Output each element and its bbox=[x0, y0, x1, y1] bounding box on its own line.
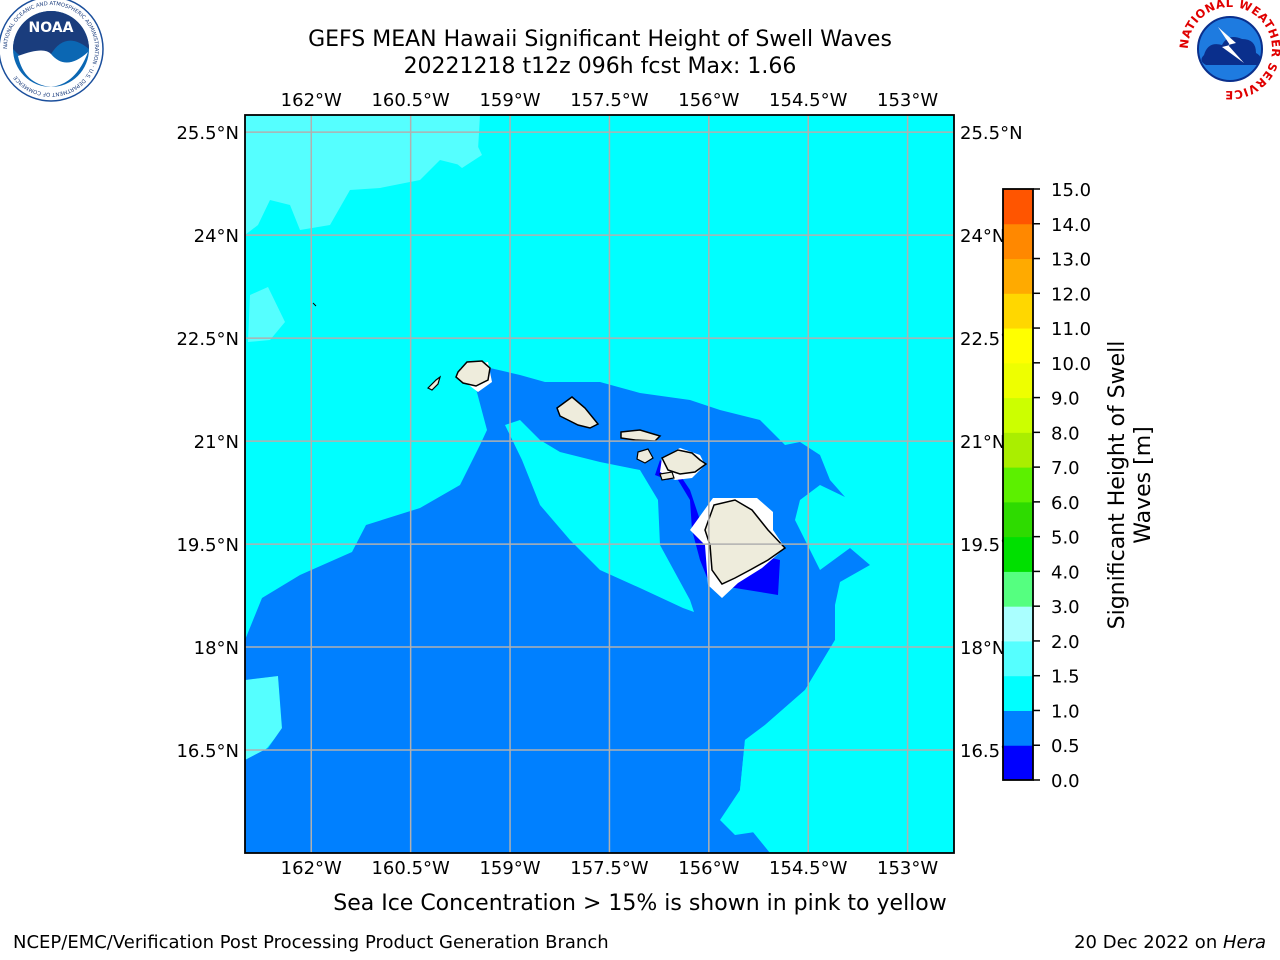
colorbar-tick-label: 5.0 bbox=[1051, 528, 1080, 549]
colorbar-tick-label: 0.0 bbox=[1051, 771, 1080, 792]
colorbar-swatch bbox=[1003, 293, 1033, 329]
swell-band-1-1.5-channel bbox=[505, 420, 694, 612]
map-subtitle: 20221218 t12z 096h fcst Max: 1.66 bbox=[403, 54, 797, 79]
island-lanai bbox=[636, 448, 654, 464]
colorbar-swatch bbox=[1003, 189, 1033, 225]
lon-tick-label-top: 159°W bbox=[479, 90, 540, 111]
lat-tick-label-left: 19.5°N bbox=[176, 535, 239, 556]
colorbar-label-line1: Significant Height of Swell bbox=[1105, 341, 1130, 630]
island-niihau bbox=[426, 375, 442, 391]
colorbar-swatch bbox=[1003, 675, 1033, 711]
colorbar-swatch bbox=[1003, 640, 1033, 677]
colorbar-tick-label: 7.0 bbox=[1051, 458, 1080, 479]
date-line: 20 Dec 2022 on Hera bbox=[1074, 932, 1266, 953]
island-maui bbox=[660, 449, 708, 475]
colorbar-tick-label: 10.0 bbox=[1051, 354, 1091, 375]
colorbar-label-line2: Waves [m] bbox=[1131, 426, 1156, 543]
lat-tick-label-left: 24°N bbox=[194, 226, 239, 247]
colorbar-tick-label: 2.0 bbox=[1051, 632, 1080, 653]
colorbar-tick-label: 11.0 bbox=[1051, 319, 1091, 340]
colorbar-tick-label: 13.0 bbox=[1051, 250, 1091, 271]
colorbar-swatch bbox=[1003, 467, 1033, 503]
nws-logo-icon: NATIONAL WEATHER SERVICE bbox=[1178, 0, 1280, 101]
colorbar-swatch bbox=[1003, 432, 1033, 468]
credit-line: NCEP/EMC/Verification Post Processing Pr… bbox=[13, 932, 609, 953]
colorbar-tick-label: 6.0 bbox=[1051, 493, 1080, 514]
colorbar-tick-label: 12.0 bbox=[1051, 284, 1091, 305]
lon-tick-label-bottom: 159°W bbox=[479, 858, 540, 879]
lon-tick-label-top: 162°W bbox=[281, 90, 342, 111]
host-name: Hera bbox=[1222, 932, 1266, 953]
lat-tick-label-left: 18°N bbox=[194, 638, 239, 659]
sea-ice-note: Sea Ice Concentration > 15% is shown in … bbox=[333, 891, 947, 916]
colorbar-tick-label: 1.0 bbox=[1051, 701, 1080, 722]
swell-band-1.5-2-patch bbox=[245, 676, 282, 760]
lon-tick-label-bottom: 157.5°W bbox=[570, 858, 649, 879]
swell-band-1-1.5-south bbox=[720, 640, 954, 853]
date-text: 20 Dec 2022 on bbox=[1074, 932, 1223, 953]
lon-tick-label-bottom: 162°W bbox=[281, 858, 342, 879]
map-title: GEFS MEAN Hawaii Significant Height of S… bbox=[308, 27, 892, 52]
colorbar-tick-label: 8.0 bbox=[1051, 423, 1080, 444]
lat-tick-label-right: 24°N bbox=[960, 226, 1005, 247]
noaa-logo-text: NOAA bbox=[29, 20, 74, 36]
lat-tick-label-left: 21°N bbox=[194, 432, 239, 453]
lon-tick-label-top: 157.5°W bbox=[570, 90, 649, 111]
lat-tick-label-left: 22.5°N bbox=[176, 329, 239, 350]
colorbar-swatch bbox=[1003, 258, 1033, 294]
lon-tick-label-bottom: 153°W bbox=[877, 858, 938, 879]
lon-tick-label-top: 156°W bbox=[678, 90, 739, 111]
colorbar-tick-label: 14.0 bbox=[1051, 215, 1091, 236]
lon-tick-label-bottom: 154.5°W bbox=[769, 858, 848, 879]
swell-band-0-0.5 bbox=[655, 460, 780, 595]
colorbar-swatch bbox=[1003, 745, 1033, 781]
colorbar-swatch bbox=[1003, 362, 1033, 399]
lat-tick-label-right: 21°N bbox=[960, 432, 1005, 453]
lon-tick-label-top: 153°W bbox=[877, 90, 938, 111]
colorbar-swatch bbox=[1003, 328, 1033, 364]
colorbar-swatch bbox=[1003, 536, 1033, 572]
lat-tick-label-left: 16.5°N bbox=[176, 741, 239, 762]
island-kahoolawe bbox=[659, 471, 675, 481]
colorbar-tick-label: 9.0 bbox=[1051, 389, 1080, 410]
colorbar-tick-label: 3.0 bbox=[1051, 597, 1080, 618]
swell-band-1.5-2-patch bbox=[440, 130, 482, 168]
swell-band-0.5-1 bbox=[245, 368, 870, 853]
colorbar-tick-label: 0.5 bbox=[1051, 736, 1080, 757]
colorbar-swatch bbox=[1003, 397, 1033, 433]
colorbar-swatch bbox=[1003, 606, 1033, 642]
colorbar-swatch bbox=[1003, 501, 1033, 538]
colorbar-swatch bbox=[1003, 223, 1033, 260]
island-kauai bbox=[455, 360, 491, 387]
colorbar-tick-label: 4.0 bbox=[1051, 562, 1080, 583]
lon-tick-label-bottom: 160.5°W bbox=[371, 858, 450, 879]
lat-tick-label-right: 18°N bbox=[960, 638, 1005, 659]
colorbar-tick-label: 1.5 bbox=[1051, 667, 1080, 688]
colorbar-tick-label: 15.0 bbox=[1051, 180, 1091, 201]
colorbar-swatch bbox=[1003, 710, 1033, 746]
lat-tick-label-left: 25.5°N bbox=[176, 123, 239, 144]
islet bbox=[312, 302, 317, 307]
lat-tick-label-right: 25.5°N bbox=[960, 123, 1023, 144]
lon-tick-label-top: 154.5°W bbox=[769, 90, 848, 111]
lon-tick-label-top: 160.5°W bbox=[371, 90, 450, 111]
swell-band-1.5-2-patch bbox=[248, 287, 285, 342]
lon-tick-label-bottom: 156°W bbox=[678, 858, 739, 879]
colorbar-swatch bbox=[1003, 571, 1033, 607]
noaa-logo-icon: NOAA NATIONAL OCEANIC AND ATMOSPHERIC AD… bbox=[0, 0, 104, 102]
swell-band-1.5-2-north bbox=[245, 115, 480, 235]
map-frame bbox=[244, 114, 955, 854]
graticule bbox=[245, 115, 954, 853]
island-oahu bbox=[556, 396, 600, 429]
island-hawaii bbox=[704, 499, 787, 585]
